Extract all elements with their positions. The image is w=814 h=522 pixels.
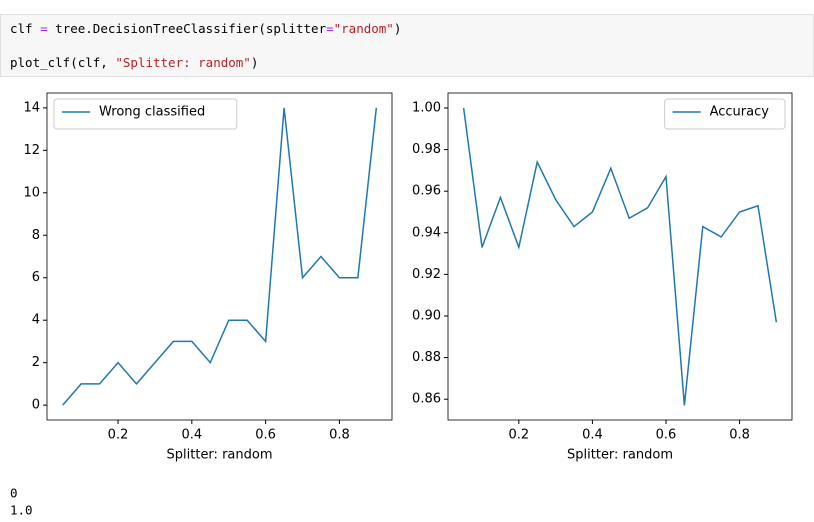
y-tick-label: 0.90 — [412, 308, 441, 323]
legend-label: Accuracy — [710, 105, 770, 120]
x-tick-label: 0.6 — [656, 428, 677, 443]
y-tick-label: 0 — [32, 398, 40, 413]
x-tick-label: 0.2 — [108, 428, 129, 443]
legend-box — [53, 98, 238, 130]
x-axis-label: Splitter: random — [567, 448, 673, 463]
y-tick-label: 0.86 — [412, 392, 441, 407]
y-tick-label: 6 — [32, 270, 40, 285]
axes-frame — [46, 92, 393, 421]
legend-label: Wrong classified — [99, 105, 205, 120]
data-line — [462, 107, 778, 406]
x-tick-label: 0.4 — [181, 428, 202, 443]
code-line: plot_clf(clf, "Splitter: random") — [10, 55, 258, 70]
x-tick-label: 0.8 — [729, 428, 750, 443]
x-tick-label: 0.8 — [329, 428, 350, 443]
legend-box — [664, 98, 786, 130]
y-tick-label: 0.88 — [412, 350, 441, 365]
y-tick-label: 12 — [23, 143, 40, 158]
data-line — [62, 107, 378, 406]
x-axis-label: Splitter: random — [167, 448, 273, 463]
output-line: 0 — [10, 486, 18, 501]
code-line: clf = tree.DecisionTreeClassifier(splitt… — [10, 21, 401, 36]
y-tick-label: 14 — [23, 100, 40, 115]
y-tick-label: 2 — [32, 355, 40, 370]
x-tick-label: 0.6 — [255, 428, 276, 443]
y-tick-label: 0.98 — [412, 142, 441, 157]
code-cell — [0, 14, 814, 77]
x-tick-label: 0.4 — [582, 428, 603, 443]
y-tick-label: 4 — [32, 313, 40, 328]
y-tick-label: 1.00 — [412, 100, 441, 115]
axes-frame — [447, 92, 793, 421]
y-tick-label: 0.92 — [412, 267, 441, 282]
y-tick-label: 10 — [23, 185, 40, 200]
y-tick-label: 0.96 — [412, 184, 441, 199]
x-tick-label: 0.2 — [508, 428, 529, 443]
output-line: 1.0 — [10, 503, 33, 518]
y-tick-label: 0.94 — [412, 225, 441, 240]
y-tick-label: 8 — [32, 228, 40, 243]
